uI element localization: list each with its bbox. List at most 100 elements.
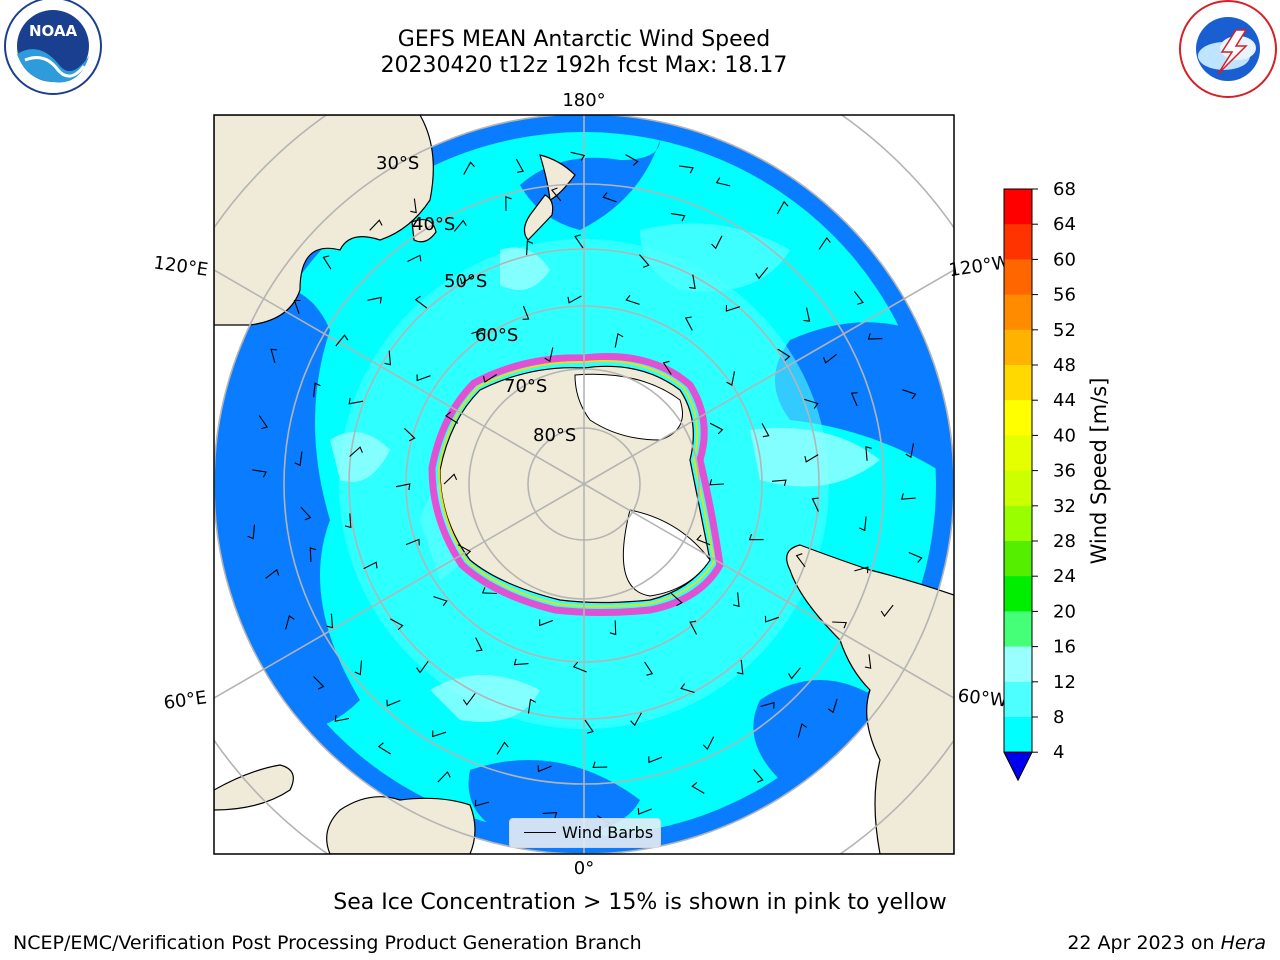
caption: Sea Ice Concentration > 15% is shown in … xyxy=(333,890,947,915)
wind-barb xyxy=(753,769,764,783)
wind-barb xyxy=(313,382,321,398)
colorbar-segment xyxy=(1004,259,1032,296)
wind-barb xyxy=(684,316,693,331)
wind-barb xyxy=(390,618,404,631)
wind-barb xyxy=(637,808,652,815)
wind-barb xyxy=(865,446,872,461)
wind-barb xyxy=(804,398,819,409)
colorbar-segment xyxy=(1004,646,1032,683)
wind-barb xyxy=(609,620,617,636)
wind-barb xyxy=(689,620,698,635)
wind-barb xyxy=(410,198,417,214)
colorbar-tick-label: 68 xyxy=(1053,179,1076,200)
wind-barb xyxy=(405,538,420,546)
colorbar-segment xyxy=(1004,576,1032,612)
colorbar-segment xyxy=(1004,611,1032,648)
wind-barb xyxy=(764,615,779,623)
lon-label-120e: 120°E xyxy=(152,252,209,280)
wind-barb xyxy=(432,730,447,738)
wind-barb xyxy=(459,275,474,285)
colorbar-tick-label: 60 xyxy=(1053,249,1076,270)
wind-barb xyxy=(416,660,429,674)
wind-barb xyxy=(443,473,458,485)
wind-barb xyxy=(414,295,428,309)
wind-barb xyxy=(496,741,509,755)
lon-label-60w: 60°W xyxy=(957,685,1009,711)
colorbar-segment xyxy=(1004,435,1032,472)
wind-barb xyxy=(404,428,416,442)
wind-barb xyxy=(407,254,422,262)
colorbar-tick-label: 32 xyxy=(1053,496,1076,517)
wind-barb xyxy=(416,374,431,382)
wind-barb xyxy=(905,443,915,458)
wind-barb xyxy=(864,654,872,669)
wind-barb xyxy=(625,154,639,166)
wind-barb xyxy=(433,596,448,607)
map-frame xyxy=(213,114,955,855)
wind-barb xyxy=(570,151,586,161)
wind-barb xyxy=(602,192,617,203)
wind-barb xyxy=(725,304,740,312)
wind-barb xyxy=(348,397,364,405)
wind-barb xyxy=(354,660,363,676)
wind-barb xyxy=(696,534,711,546)
wind-barb xyxy=(363,561,378,570)
lat-label-50s: 50°S xyxy=(444,271,487,292)
national-weather-service-logo xyxy=(1179,0,1277,98)
wind-barb xyxy=(760,701,775,709)
wind-barb xyxy=(639,254,650,268)
colorbar-segment xyxy=(1004,329,1032,366)
colorbar-tick-label: 48 xyxy=(1053,355,1076,376)
wind-barb xyxy=(542,812,558,819)
colorbar-tick-label: 28 xyxy=(1053,531,1076,552)
colorbar-tick-label: 20 xyxy=(1053,601,1076,622)
wind-barb xyxy=(335,334,349,347)
wind-barb xyxy=(386,699,401,707)
wind-barb xyxy=(644,661,654,676)
wind-barb xyxy=(777,348,791,361)
colorbar-tick-label: 56 xyxy=(1053,285,1076,306)
wind-barb xyxy=(471,328,486,336)
wind-barb xyxy=(736,659,744,675)
footer-credit: NCEP/EMC/Verification Post Processing Pr… xyxy=(13,932,642,954)
wind-barb xyxy=(679,165,694,174)
wind-barb xyxy=(788,667,801,680)
colorbar-segment xyxy=(1004,365,1032,401)
wind-barb xyxy=(481,587,497,595)
wind-barb xyxy=(522,305,530,320)
wind-barb xyxy=(294,451,303,467)
wind-barb xyxy=(776,200,789,215)
wind-barb xyxy=(258,415,268,430)
wind-barb xyxy=(670,213,686,222)
wind-barb xyxy=(803,307,811,322)
wind-barb xyxy=(625,294,640,305)
colorbar-tick-label: 4 xyxy=(1053,742,1064,763)
wind-barb xyxy=(457,544,472,556)
wind-barb xyxy=(811,497,819,512)
wind-barb xyxy=(908,551,923,563)
colorbar-tick-label: 44 xyxy=(1053,390,1076,411)
wind-barb xyxy=(572,661,587,673)
wind-barb xyxy=(515,158,524,173)
wind-barb xyxy=(592,761,608,768)
wind-barb xyxy=(265,568,280,579)
wind-barb xyxy=(832,621,847,629)
wind-barb xyxy=(858,516,867,532)
wind-barbs-legend: Wind Barbs xyxy=(509,818,661,848)
wind-barb xyxy=(574,234,584,249)
colorbar-tick-label: 40 xyxy=(1053,425,1076,446)
wind-barb xyxy=(395,483,411,491)
wind-barb xyxy=(709,422,724,435)
wind-barb xyxy=(732,592,740,608)
colorbar-segment xyxy=(1004,470,1032,507)
lon-label-60e: 60°E xyxy=(162,687,208,714)
wind-barb xyxy=(823,353,837,364)
colorbar-tick-label: 16 xyxy=(1053,637,1076,658)
colorbar-tick-label: 12 xyxy=(1053,672,1076,693)
wind-barb xyxy=(709,478,725,486)
wind-barb xyxy=(715,177,731,187)
graticule xyxy=(214,115,954,854)
wind-barb xyxy=(270,348,278,364)
footer-date: 22 Apr 2023 on Hera xyxy=(1067,932,1266,954)
